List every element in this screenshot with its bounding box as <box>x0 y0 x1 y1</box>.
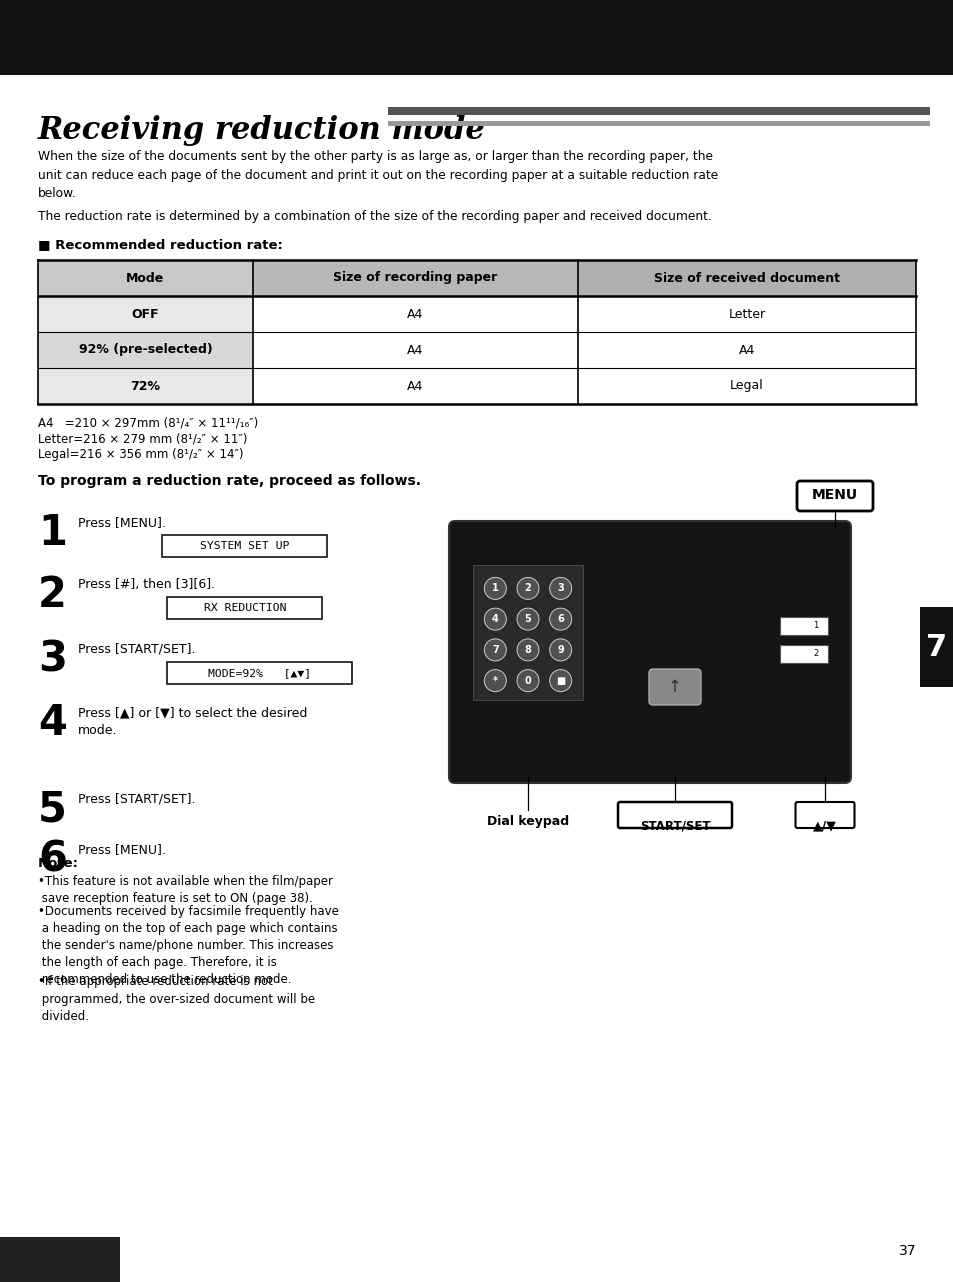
FancyBboxPatch shape <box>618 803 731 828</box>
Text: Mode: Mode <box>126 272 165 285</box>
Text: 72%: 72% <box>131 379 160 392</box>
FancyBboxPatch shape <box>648 669 700 705</box>
Bar <box>162 535 327 556</box>
Text: 7: 7 <box>925 632 946 662</box>
Bar <box>780 645 827 663</box>
Text: 1: 1 <box>492 583 498 594</box>
Text: •This feature is not available when the film/paper
 save reception feature is se: •This feature is not available when the … <box>38 876 333 905</box>
Text: A4: A4 <box>407 344 423 356</box>
Text: 5: 5 <box>38 788 67 831</box>
Bar <box>388 121 929 126</box>
Bar <box>38 368 253 404</box>
Text: START/SET: START/SET <box>639 819 709 832</box>
Bar <box>388 106 929 115</box>
Bar <box>38 296 253 332</box>
Text: 2: 2 <box>813 650 818 659</box>
Bar <box>38 332 253 368</box>
FancyBboxPatch shape <box>449 520 850 783</box>
Circle shape <box>517 577 538 600</box>
Text: 2: 2 <box>524 583 531 594</box>
Circle shape <box>549 669 571 691</box>
Circle shape <box>517 638 538 662</box>
Text: 1: 1 <box>813 622 818 631</box>
Circle shape <box>517 608 538 631</box>
Text: MODE=92%   [▲▼]: MODE=92% [▲▼] <box>208 668 312 678</box>
Text: 37: 37 <box>898 1244 915 1258</box>
Bar <box>578 260 915 296</box>
Bar <box>0 1237 120 1282</box>
Text: ▲/▼: ▲/▼ <box>812 819 836 832</box>
Text: 6: 6 <box>557 614 563 624</box>
Bar <box>168 662 352 685</box>
Text: 3: 3 <box>38 638 67 681</box>
Text: ■ Recommended reduction rate:: ■ Recommended reduction rate: <box>38 238 283 251</box>
Text: Letter=216 × 279 mm (8¹/₂″ × 11″): Letter=216 × 279 mm (8¹/₂″ × 11″) <box>38 432 247 445</box>
Bar <box>253 260 578 296</box>
Text: The reduction rate is determined by a combination of the size of the recording p: The reduction rate is determined by a co… <box>38 210 711 223</box>
Text: 8: 8 <box>524 645 531 655</box>
Circle shape <box>517 669 538 691</box>
Text: 6: 6 <box>38 838 67 881</box>
Text: 4: 4 <box>38 703 67 744</box>
Text: Note:: Note: <box>38 856 79 870</box>
Text: Letter: Letter <box>728 308 764 320</box>
Text: •If the appropriate reduction rate is not
 programmed, the over-sized document w: •If the appropriate reduction rate is no… <box>38 976 314 1023</box>
Text: 1: 1 <box>38 512 67 554</box>
Circle shape <box>484 638 506 662</box>
Text: •Documents received by facsimile frequently have
 a heading on the top of each p: •Documents received by facsimile frequen… <box>38 905 338 986</box>
Circle shape <box>549 638 571 662</box>
Bar <box>0 0 953 76</box>
Circle shape <box>484 608 506 631</box>
Bar <box>919 606 953 687</box>
Text: A4: A4 <box>407 308 423 320</box>
Text: Press [MENU].: Press [MENU]. <box>78 844 166 856</box>
Circle shape <box>484 577 506 600</box>
FancyBboxPatch shape <box>796 481 872 512</box>
Text: Legal=216 × 356 mm (8¹/₂″ × 14″): Legal=216 × 356 mm (8¹/₂″ × 14″) <box>38 447 243 462</box>
Text: Press [MENU].: Press [MENU]. <box>78 515 166 529</box>
Text: 7: 7 <box>492 645 498 655</box>
Text: 5: 5 <box>524 614 531 624</box>
FancyBboxPatch shape <box>795 803 854 828</box>
Text: Press [▲] or [▼] to select the desired
mode.: Press [▲] or [▼] to select the desired m… <box>78 706 307 736</box>
Text: Size of received document: Size of received document <box>654 272 840 285</box>
Bar <box>780 617 827 635</box>
Text: Press [START/SET].: Press [START/SET]. <box>78 644 195 656</box>
Bar <box>473 565 582 700</box>
Text: ■: ■ <box>556 676 565 686</box>
Text: A4: A4 <box>407 379 423 392</box>
Text: MENU: MENU <box>811 488 857 503</box>
Text: When the size of the documents sent by the other party is as large as, or larger: When the size of the documents sent by t… <box>38 150 718 200</box>
Text: 92% (pre-selected): 92% (pre-selected) <box>78 344 213 356</box>
Text: Dial keypad: Dial keypad <box>486 815 569 828</box>
Text: SYSTEM SET UP: SYSTEM SET UP <box>200 541 290 551</box>
Text: Press [#], then [3][6].: Press [#], then [3][6]. <box>78 578 214 591</box>
Text: To program a reduction rate, proceed as follows.: To program a reduction rate, proceed as … <box>38 474 420 488</box>
Bar <box>168 597 322 619</box>
Text: *: * <box>493 676 497 686</box>
Text: 3: 3 <box>557 583 563 594</box>
Circle shape <box>484 669 506 691</box>
Text: 4: 4 <box>492 614 498 624</box>
Text: 0: 0 <box>524 676 531 686</box>
Text: Legal: Legal <box>729 379 763 392</box>
Text: A4: A4 <box>738 344 755 356</box>
Circle shape <box>549 577 571 600</box>
Text: ↑: ↑ <box>667 678 681 696</box>
Text: Size of recording paper: Size of recording paper <box>333 272 497 285</box>
Text: 2: 2 <box>38 574 67 615</box>
Text: RX REDUCTION: RX REDUCTION <box>204 603 286 613</box>
Text: Receiving reduction mode: Receiving reduction mode <box>38 115 485 146</box>
Text: OFF: OFF <box>132 308 159 320</box>
Text: Press [START/SET].: Press [START/SET]. <box>78 794 195 806</box>
Circle shape <box>549 608 571 631</box>
Text: A4   =210 × 297mm (8¹/₄″ × 11¹¹/₁₆″): A4 =210 × 297mm (8¹/₄″ × 11¹¹/₁₆″) <box>38 415 258 429</box>
Text: 9: 9 <box>557 645 563 655</box>
Bar <box>38 260 253 296</box>
